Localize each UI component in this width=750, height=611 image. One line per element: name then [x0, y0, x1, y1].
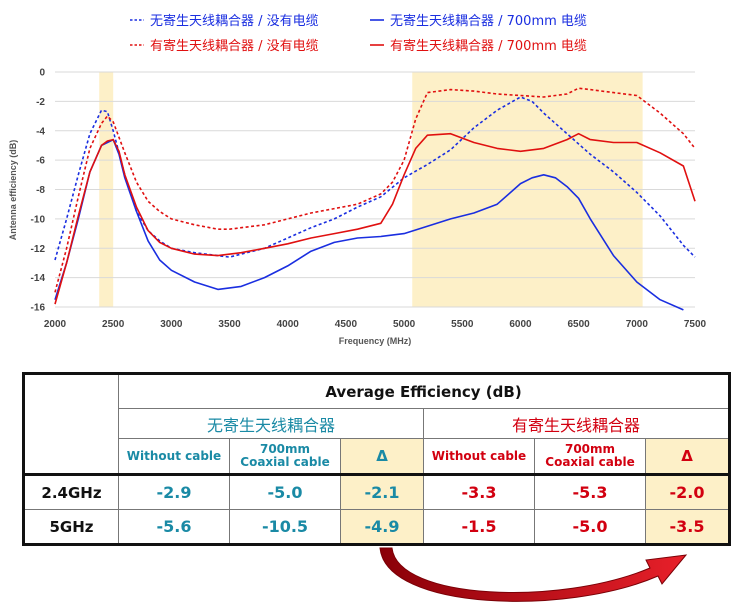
col-coaxial-2-line2: Coaxial cable: [545, 455, 635, 469]
arrow-body: [379, 547, 688, 602]
group-parasitic: 有寄生天线耦合器: [422, 408, 731, 439]
col-coaxial-1-line2: Coaxial cable: [240, 455, 330, 469]
col-coaxial-1-line1: 700mm: [259, 442, 311, 456]
value-cell: -2.9: [118, 473, 230, 510]
col-without-cable-2: Without cable: [423, 438, 535, 475]
delta-cell: -3.5: [644, 509, 731, 545]
x-tick-label: 4500: [335, 319, 358, 330]
efficiency-table-container: Average Efficiency (dB) 无寄生天线耦合器 有寄生天线耦合…: [22, 372, 732, 546]
plot-area: 0 -2 -4 -6 -8 -10 -12 -14 -16 2000 2500 3000 3500 400…: [31, 68, 707, 331]
series-line-3: [54, 132, 696, 305]
value-cell: -5.0: [534, 509, 646, 545]
value-cell: -1.5: [423, 509, 535, 545]
legend-label-2: 有寄生天线耦合器 / 没有电缆: [150, 38, 319, 54]
x-tick-label: 6500: [568, 319, 591, 330]
y-tick-label: -10: [31, 214, 46, 225]
x-tick-label: 6000: [509, 319, 532, 330]
col-coaxial-2: 700mm Coaxial cable: [534, 438, 646, 475]
legend-label-3: 有寄生天线耦合器 / 700mm 电缆: [390, 38, 587, 54]
y-tick-label: -6: [36, 156, 45, 167]
y-tick-label: -16: [31, 303, 46, 314]
x-tick-label: 2000: [44, 319, 67, 330]
delta-cell: -4.9: [340, 509, 424, 545]
y-axis-label: Antenna efficiency (dB): [8, 140, 18, 241]
y-tick-label: -12: [31, 244, 46, 255]
value-cell: -3.3: [423, 473, 535, 510]
table-subheader-row: Without cable 700mm Coaxial cable Δ With…: [24, 438, 731, 475]
table-row: 5GHz -5.6 -10.5 -4.9 -1.5 -5.0 -3.5: [23, 509, 731, 545]
x-tick-label: 7500: [684, 319, 707, 330]
table-row: 2.4GHz -2.9 -5.0 -2.1 -3.3 -5.3 -2.0: [23, 473, 731, 510]
x-axis-label: Frequency (MHz): [339, 336, 412, 346]
x-tick-label: 7000: [626, 319, 649, 330]
value-cell: -10.5: [229, 509, 341, 545]
y-tick-label: -4: [36, 126, 45, 137]
col-coaxial-2-line1: 700mm: [564, 442, 616, 456]
legend-label-0: 无寄生天线耦合器 / 没有电缆: [150, 13, 319, 29]
series-line-2: [54, 87, 696, 293]
value-cell: -5.6: [118, 509, 230, 545]
chart-legend: 无寄生天线耦合器 / 没有电缆 无寄生天线耦合器 / 700mm 电缆有寄生天线耦…: [130, 13, 587, 54]
x-tick-label: 3000: [160, 319, 183, 330]
y-tick-label: 0: [39, 68, 45, 79]
x-tick-label: 5500: [451, 319, 474, 330]
col-without-cable-1: Without cable: [118, 438, 230, 475]
y-tick-label: -8: [36, 185, 45, 196]
x-tick-label: 4000: [277, 319, 300, 330]
y-tick-label: -2: [36, 97, 45, 108]
efficiency-table: Average Efficiency (dB) 无寄生天线耦合器 有寄生天线耦合…: [22, 372, 732, 546]
x-tick-label: 3500: [218, 319, 241, 330]
y-tick-label: -14: [31, 273, 46, 284]
legend-label-1: 无寄生天线耦合器 / 700mm 电缆: [390, 13, 587, 29]
row-label-2g4: 2.4GHz: [23, 473, 119, 510]
col-delta-2: Δ: [644, 438, 731, 475]
value-cell: -5.0: [229, 473, 341, 510]
x-tick-label: 5000: [393, 319, 416, 330]
col-delta-1: Δ: [340, 438, 424, 475]
row-label-5g: 5GHz: [23, 509, 119, 545]
corner-cell: [23, 373, 119, 475]
x-tick-label: 2500: [102, 319, 125, 330]
efficiency-chart: 无寄生天线耦合器 / 没有电缆 无寄生天线耦合器 / 700mm 电缆有寄生天线耦…: [8, 13, 707, 346]
